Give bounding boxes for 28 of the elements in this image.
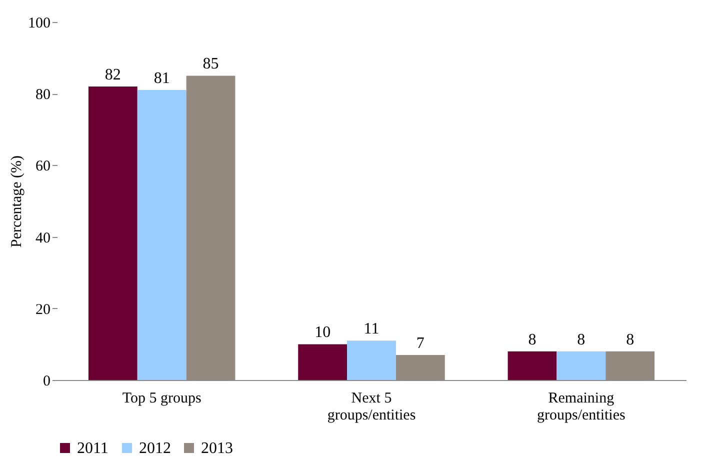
data-label: 81 (154, 70, 170, 88)
bar (347, 340, 396, 380)
data-label: 8 (528, 331, 536, 348)
data-label: 8 (626, 331, 634, 348)
y-tick-label: 80 (36, 87, 50, 104)
x-tick-label: Top 5 groups (122, 390, 202, 406)
data-label: 10 (314, 324, 331, 342)
bar (556, 351, 606, 380)
y-axis-title: Percentage (%) (9, 155, 25, 248)
y-tick-label: 60 (36, 158, 50, 175)
legend-label: 2011 (77, 440, 108, 457)
y-tick-label: 20 (36, 302, 50, 318)
legend-label: 2012 (139, 440, 171, 457)
y-tick-label: 0 (43, 374, 50, 390)
bar (88, 86, 138, 380)
data-label: 8 (577, 331, 586, 348)
data-label: 11 (364, 320, 380, 338)
x-tick-label: Remaining groups/entities (537, 390, 626, 424)
data-label: 85 (202, 56, 219, 73)
x-tick-label: Next 5 groups/entities (327, 390, 416, 424)
legend-label: 2013 (201, 440, 233, 457)
data-label: 82 (104, 66, 121, 84)
y-tick-label: 40 (36, 230, 50, 246)
data-label: 7 (416, 334, 424, 352)
bar (137, 90, 186, 380)
bar (298, 344, 348, 380)
y-tick-label: 100 (28, 16, 50, 32)
bar (508, 351, 557, 380)
